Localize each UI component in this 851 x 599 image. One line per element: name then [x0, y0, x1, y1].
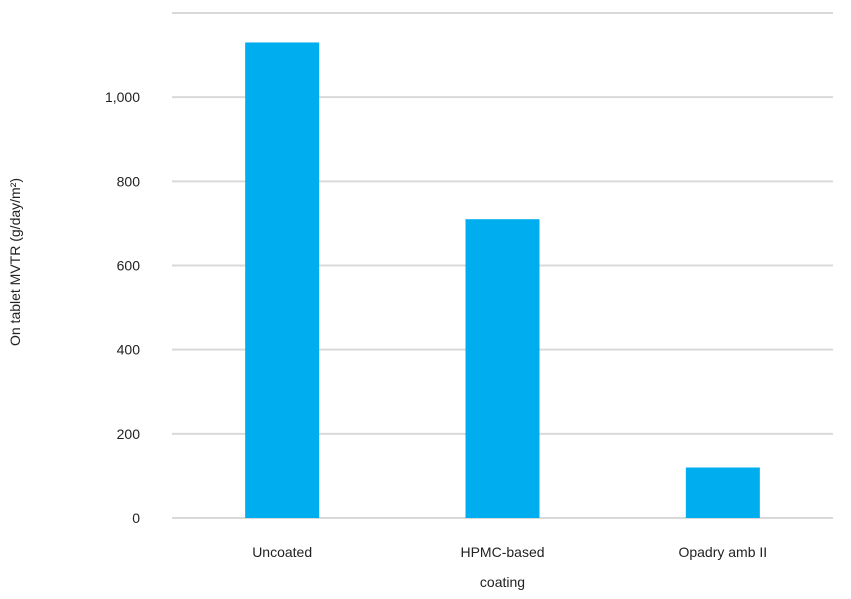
y-tick-label: 600	[117, 258, 141, 274]
bar	[245, 42, 319, 518]
y-tick-labels: 0 200 400 600 800 1,000	[105, 89, 140, 526]
x-category-label: Opadry amb II	[678, 544, 767, 560]
y-tick-label: 400	[117, 342, 141, 358]
y-tick-label: 200	[117, 426, 141, 442]
y-tick-label: 1,000	[105, 89, 140, 105]
y-tick-label: 0	[132, 510, 140, 526]
bar	[466, 219, 540, 518]
x-category-labels: Uncoated HPMC-based coating Opadry amb II	[252, 544, 767, 590]
y-axis-title: On tablet MVTR (g/day/m²)	[7, 178, 23, 346]
y-tick-label: 800	[117, 173, 141, 189]
bar	[686, 468, 760, 519]
x-category-label: Uncoated	[252, 544, 312, 560]
bars	[245, 42, 760, 518]
x-category-label: HPMC-based coating	[460, 544, 544, 590]
